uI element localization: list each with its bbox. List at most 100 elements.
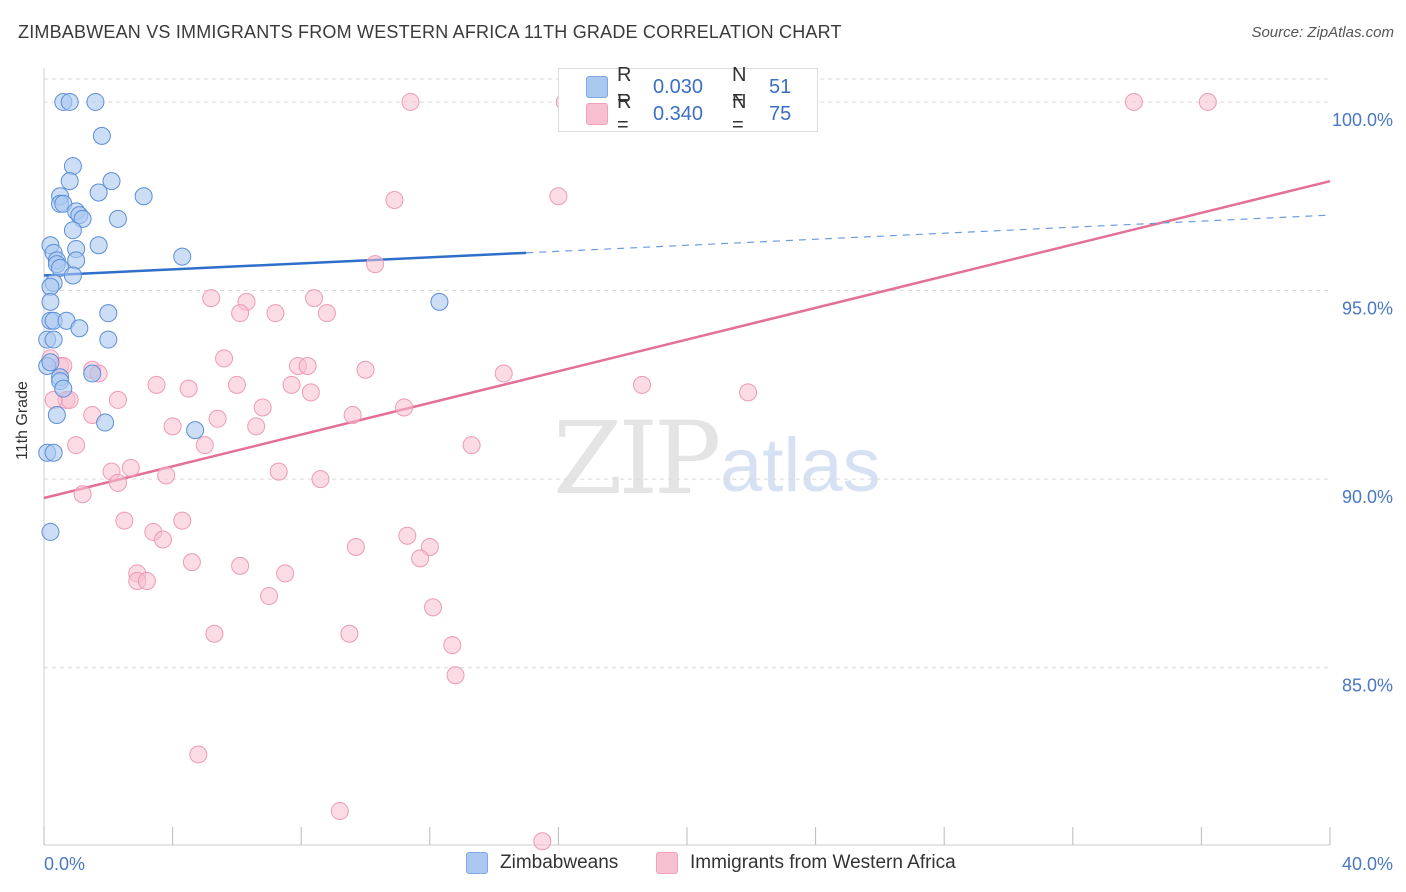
- point-zimbabweans: [108, 209, 127, 228]
- point-western-africa: [137, 571, 156, 590]
- point-western-africa: [195, 436, 214, 455]
- point-western-africa: [298, 356, 317, 375]
- point-western-africa: [462, 436, 481, 455]
- point-zimbabweans: [134, 187, 153, 206]
- point-western-africa: [330, 802, 349, 821]
- legend-n-value: 75: [769, 102, 792, 125]
- point-zimbabweans: [430, 292, 449, 311]
- gridlines: [44, 78, 1330, 669]
- point-western-africa: [231, 304, 250, 323]
- point-western-africa: [398, 526, 417, 545]
- point-western-africa: [73, 485, 92, 504]
- point-western-africa: [443, 636, 462, 655]
- trend-lines: [43, 179, 1331, 500]
- bottom-legend-zimbabweans: Zimbabweans: [466, 852, 618, 874]
- y-tick-label: 85.0%: [1342, 676, 1393, 696]
- point-western-africa: [115, 511, 134, 530]
- point-western-africa: [266, 304, 285, 323]
- legend-n-value: 51: [769, 75, 792, 98]
- legend-r-value: 0.340: [653, 102, 704, 125]
- point-zimbabweans: [41, 292, 60, 311]
- point-zimbabweans: [63, 221, 82, 240]
- point-western-africa: [189, 745, 208, 764]
- point-zimbabweans: [54, 379, 73, 398]
- bottom-legend-western-africa: Immigrants from Western Africa: [656, 852, 956, 874]
- point-zimbabweans: [89, 236, 108, 255]
- point-western-africa: [446, 666, 465, 685]
- point-western-africa: [157, 466, 176, 485]
- point-western-africa: [121, 458, 140, 477]
- series-zimbabweans-points: [38, 92, 449, 541]
- bottom-legend-swatch-pink: [656, 852, 678, 874]
- point-western-africa: [253, 398, 272, 417]
- point-western-africa: [276, 564, 295, 583]
- watermark-atlas: atlas: [720, 423, 881, 508]
- point-western-africa: [179, 379, 198, 398]
- legend-n-label: N =: [732, 64, 747, 109]
- point-western-africa: [108, 473, 127, 492]
- point-western-africa: [385, 191, 404, 210]
- point-western-africa: [227, 375, 246, 394]
- point-western-africa: [147, 375, 166, 394]
- point-western-africa: [108, 390, 127, 409]
- legend-box: R = 0.030 N = 51 R = 0.340 N = 75: [558, 64, 818, 136]
- point-western-africa: [153, 530, 172, 549]
- point-zimbabweans: [86, 92, 105, 111]
- bottom-legend-label: Zimbabweans: [500, 852, 619, 873]
- source-label: Source: ZipAtlas.com: [1251, 24, 1394, 41]
- point-western-africa: [343, 406, 362, 425]
- bottom-legend-label: Immigrants from Western Africa: [690, 852, 956, 873]
- point-western-africa: [269, 462, 288, 481]
- point-zimbabweans: [41, 522, 60, 541]
- point-zimbabweans: [63, 157, 82, 176]
- point-zimbabweans: [47, 406, 66, 425]
- point-western-africa: [231, 556, 250, 575]
- point-western-africa: [494, 364, 513, 383]
- point-zimbabweans: [173, 247, 192, 266]
- point-zimbabweans: [92, 126, 111, 145]
- point-western-africa: [401, 92, 420, 111]
- legend-swatch-pink: [586, 103, 608, 125]
- point-western-africa: [301, 383, 320, 402]
- trend-line-western-africa: [43, 179, 1331, 500]
- point-western-africa: [173, 511, 192, 530]
- point-zimbabweans: [44, 330, 63, 349]
- point-western-africa: [311, 470, 330, 489]
- series-western-africa-points: [41, 92, 1217, 851]
- point-western-africa: [739, 383, 758, 402]
- point-western-africa: [182, 553, 201, 572]
- point-western-africa: [1198, 92, 1217, 111]
- bottom-legend-swatch-blue: [466, 852, 488, 874]
- y-tick-label: 95.0%: [1342, 299, 1393, 319]
- watermark-zip: ZIP: [553, 400, 721, 517]
- point-zimbabweans: [41, 277, 60, 296]
- point-western-africa: [67, 436, 86, 455]
- point-western-africa: [317, 304, 336, 323]
- trend-line-zimbabweans: [43, 251, 527, 277]
- chart-title: ZIMBABWEAN VS IMMIGRANTS FROM WESTERN AF…: [18, 22, 842, 42]
- point-western-africa: [247, 417, 266, 436]
- point-zimbabweans: [60, 172, 79, 191]
- trend-line-zimbabweans-extension: [526, 214, 1331, 254]
- y-tick-label: 100.0%: [1332, 110, 1393, 130]
- point-zimbabweans: [89, 183, 108, 202]
- point-western-africa: [202, 289, 221, 308]
- bottom-legend: Zimbabweans Immigrants from Western Afri…: [0, 852, 1406, 878]
- point-zimbabweans: [41, 353, 60, 372]
- point-western-africa: [260, 587, 279, 606]
- axes: [43, 68, 1331, 846]
- point-western-africa: [411, 549, 430, 568]
- legend-swatch-blue: [586, 76, 608, 98]
- legend-r-value: 0.030: [653, 75, 704, 98]
- point-western-africa: [1124, 92, 1143, 111]
- legend-r-label: R =: [617, 91, 632, 136]
- point-western-africa: [533, 832, 552, 851]
- legend-n-label: N =: [732, 91, 747, 136]
- point-western-africa: [549, 187, 568, 206]
- tick-labels: 85.0% 90.0% 95.0% 100.0% 0.0% 40.0%: [44, 110, 1393, 874]
- point-western-africa: [305, 289, 324, 308]
- point-zimbabweans: [63, 266, 82, 285]
- x-tick-label-max: 40.0%: [1342, 854, 1393, 874]
- legend-r-label: R =: [617, 64, 632, 109]
